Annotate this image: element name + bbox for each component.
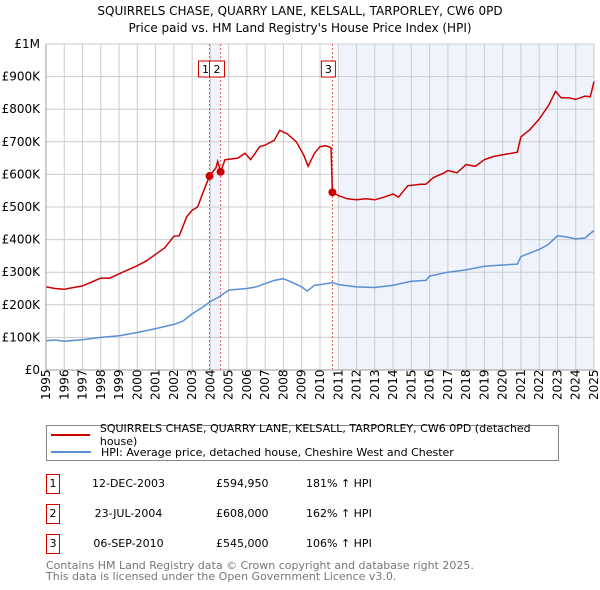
sale-point xyxy=(328,188,337,197)
footer: Contains HM Land Registry data © Crown c… xyxy=(46,560,474,582)
sale-point xyxy=(216,167,225,176)
sale-row: 2 23-JUL-2004 £608,000 162% ↑ HPI xyxy=(46,504,446,524)
sale-hpi: 162% ↑ HPI xyxy=(306,507,372,520)
y-tick-label: £600K xyxy=(2,167,42,181)
x-tick-label: 2001 xyxy=(149,369,163,400)
sale-hpi: 106% ↑ HPI xyxy=(306,537,372,550)
sale-number: 1 xyxy=(46,474,60,494)
x-tick-label: 2014 xyxy=(386,369,400,400)
y-tick-label: £500K xyxy=(2,200,42,214)
footer-line: Contains HM Land Registry data © Crown c… xyxy=(46,559,474,572)
x-tick-label: 2021 xyxy=(514,369,528,400)
sale-label-box xyxy=(208,60,225,78)
x-tick-label: 2024 xyxy=(569,369,583,400)
x-tick-label: 2000 xyxy=(130,369,144,400)
y-tick-label: £0 xyxy=(25,363,40,377)
x-tick-label: 2013 xyxy=(368,369,382,400)
x-tick-label: 2023 xyxy=(550,369,564,400)
y-tick-label: £1M xyxy=(14,37,40,51)
y-tick-label: £800K xyxy=(2,102,42,116)
sale-label-box xyxy=(320,60,336,78)
x-tick-label: 2002 xyxy=(167,369,181,400)
x-tick-label: 2012 xyxy=(350,369,364,400)
sale-number: 3 xyxy=(46,534,60,554)
x-tick-label: 2020 xyxy=(496,369,510,400)
legend-label: SQUIRRELS CHASE, QUARRY LANE, KELSALL, T… xyxy=(99,422,531,448)
y-tick-label: £700K xyxy=(2,135,42,149)
x-tick-label: 2006 xyxy=(240,369,254,400)
sale-label: 1 xyxy=(202,63,209,76)
chart-subtitle: Price paid vs. HM Land Registry's House … xyxy=(128,21,471,35)
sale-row: 1 12-DEC-2003 £594,950 181% ↑ HPI xyxy=(46,474,446,494)
x-tick-label: 2011 xyxy=(331,369,345,400)
x-tick-label: 2009 xyxy=(295,369,309,400)
x-tick-label: 2010 xyxy=(313,369,327,400)
x-tick-label: 2008 xyxy=(276,369,290,400)
x-tick-label: 2022 xyxy=(532,369,546,400)
x-tick-label: 2004 xyxy=(203,369,217,400)
x-tick-label: 2007 xyxy=(258,369,272,400)
sale-date: 12-DEC-2003 xyxy=(91,477,166,490)
x-tick-label: 2005 xyxy=(222,369,236,400)
x-tick-label: 1999 xyxy=(112,369,126,400)
y-tick-label: £200K xyxy=(2,298,42,312)
x-tick-label: 2019 xyxy=(477,369,491,400)
x-tick-label: 2016 xyxy=(423,369,437,400)
y-tick-label: £900K xyxy=(2,70,42,84)
legend-swatch-blue xyxy=(51,451,91,453)
x-tick-label: 2017 xyxy=(441,369,455,400)
legend-item-hpi: HPI: Average price, detached house, Ches… xyxy=(51,444,454,460)
sale-price: £608,000 xyxy=(216,507,269,520)
y-tick-label: £100K xyxy=(2,330,42,344)
sale-row: 3 06-SEP-2010 £545,000 106% ↑ HPI xyxy=(46,534,446,554)
price-chart: SQUIRRELS CHASE, QUARRY LANE, KELSALL, T… xyxy=(2,4,600,400)
property-price-line xyxy=(45,81,595,290)
legend-item-property: SQUIRRELS CHASE, QUARRY LANE, KELSALL, T… xyxy=(51,422,558,448)
sale-label: 2 xyxy=(213,63,220,76)
legend: SQUIRRELS CHASE, QUARRY LANE, KELSALL, T… xyxy=(46,422,559,461)
x-tick-label: 1996 xyxy=(57,369,71,400)
sale-price: £594,950 xyxy=(216,477,269,490)
sale-point xyxy=(205,172,214,181)
x-tick-label: 1995 xyxy=(39,369,53,400)
legend-label: HPI: Average price, detached house, Ches… xyxy=(101,445,454,459)
y-tick-label: £400K xyxy=(2,233,42,247)
x-tick-label: 1997 xyxy=(76,369,90,400)
chart-title: SQUIRRELS CHASE, QUARRY LANE, KELSALL, T… xyxy=(97,4,502,18)
x-tick-label: 2018 xyxy=(459,369,473,400)
sale-date: 23-JUL-2004 xyxy=(94,507,163,520)
footer-line: This data is licensed under the Open Gov… xyxy=(46,570,397,583)
x-tick-label: 2025 xyxy=(587,369,600,400)
sale-hpi: 181% ↑ HPI xyxy=(306,477,372,490)
legend-swatch-red xyxy=(51,434,90,436)
y-tick-label: £300K xyxy=(2,265,42,279)
x-tick-label: 2003 xyxy=(185,369,199,400)
x-tick-label: 2015 xyxy=(404,369,418,400)
sale-number: 2 xyxy=(46,504,60,524)
x-tick-label: 1998 xyxy=(94,369,108,400)
sale-date: 06-SEP-2010 xyxy=(93,537,164,550)
sale-price: £545,000 xyxy=(216,537,269,550)
hpi-line xyxy=(45,229,595,343)
sale-label: 3 xyxy=(325,63,332,76)
